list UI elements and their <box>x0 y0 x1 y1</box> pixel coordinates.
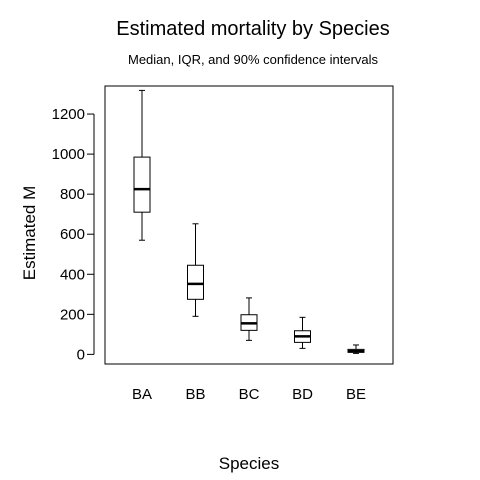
y-tick-label: 200 <box>60 306 85 323</box>
iqr-box <box>133 156 151 213</box>
box-BB <box>187 223 204 317</box>
x-axis: BA BB BC BD BE <box>132 386 366 403</box>
box-BC <box>240 297 258 341</box>
y-tick-label: 400 <box>60 266 85 283</box>
x-tick-label: BE <box>346 386 366 403</box>
y-tick-label: 600 <box>60 226 85 243</box>
chart-subtitle: Median, IQR, and 90% confidence interval… <box>128 52 379 67</box>
iqr-box <box>187 264 204 300</box>
chart-title: Estimated mortality by Species <box>116 18 389 40</box>
x-tick-label: BA <box>132 386 152 403</box>
x-tick-label: BC <box>239 386 260 403</box>
y-axis-title: Estimated M <box>20 186 39 280</box>
plot-frame <box>104 85 394 365</box>
y-tick-label: 0 <box>77 346 85 363</box>
box-BE <box>347 344 365 354</box>
x-axis-title: Species <box>219 454 279 473</box>
box-BA <box>133 89 151 241</box>
y-axis: 0 200 400 600 800 1000 1200 <box>52 106 95 363</box>
y-tick-label: 1000 <box>52 146 85 163</box>
y-tick-label: 1200 <box>52 106 85 123</box>
x-tick-label: BB <box>185 386 205 403</box>
x-tick-label: BD <box>292 386 313 403</box>
boxes <box>133 89 365 354</box>
box-BD <box>294 316 311 349</box>
y-tick-label: 800 <box>60 186 85 203</box>
